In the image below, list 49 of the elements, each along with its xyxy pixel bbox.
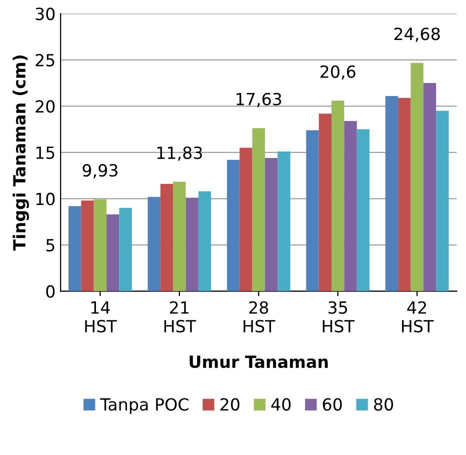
y-tick-label: 30 xyxy=(36,8,55,20)
bar xyxy=(356,129,370,292)
y-tick-label: 0 xyxy=(46,285,55,298)
y-tick-label: 20 xyxy=(36,100,55,113)
y-tick-label: 15 xyxy=(36,146,54,159)
bar xyxy=(410,62,424,292)
data-label: 17,63 xyxy=(236,92,282,108)
y-axis-title: Tinggi Tanaman (cm) xyxy=(12,56,29,251)
y-tick-label: 5 xyxy=(46,239,54,252)
bar xyxy=(186,198,198,292)
bar xyxy=(173,182,186,292)
legend-label: 80 xyxy=(374,398,394,411)
bar xyxy=(240,148,252,292)
x-tick-label: 42 HST xyxy=(402,301,434,332)
legend-label: 20 xyxy=(220,398,240,411)
bar xyxy=(398,98,411,292)
x-tick-label: 35 HST xyxy=(322,301,355,332)
bar xyxy=(81,200,94,292)
bar xyxy=(344,120,357,292)
bar xyxy=(94,199,107,292)
bar xyxy=(264,158,278,292)
bar xyxy=(119,208,132,292)
x-tick-label: 14 HST xyxy=(85,301,117,332)
data-label: 11,83 xyxy=(157,146,202,161)
bar xyxy=(226,160,240,292)
data-label: 24,68 xyxy=(394,28,440,42)
bar xyxy=(332,100,344,292)
bar xyxy=(198,191,212,292)
bar xyxy=(423,83,436,292)
legend-label: 40 xyxy=(271,398,291,411)
legend-label: Tanpa POC xyxy=(100,398,188,414)
data-label: 9,93 xyxy=(82,164,118,178)
y-tick-label: 10 xyxy=(36,192,55,206)
x-axis-title: Umur Tanaman xyxy=(190,356,328,368)
legend-label: 60 xyxy=(322,398,342,411)
bar xyxy=(436,110,449,292)
bar xyxy=(385,96,398,292)
bar xyxy=(148,196,160,292)
bar xyxy=(306,130,319,292)
x-tick-label: 28 HST xyxy=(244,301,276,332)
bar xyxy=(278,152,290,292)
bar xyxy=(318,114,332,292)
data-label: 20,6 xyxy=(320,65,356,80)
bar xyxy=(106,214,120,292)
y-tick-label: 25 xyxy=(36,54,54,66)
bar xyxy=(252,128,265,292)
bar xyxy=(68,206,82,292)
bar xyxy=(160,184,174,292)
x-tick-label: 21 HST xyxy=(164,301,196,332)
